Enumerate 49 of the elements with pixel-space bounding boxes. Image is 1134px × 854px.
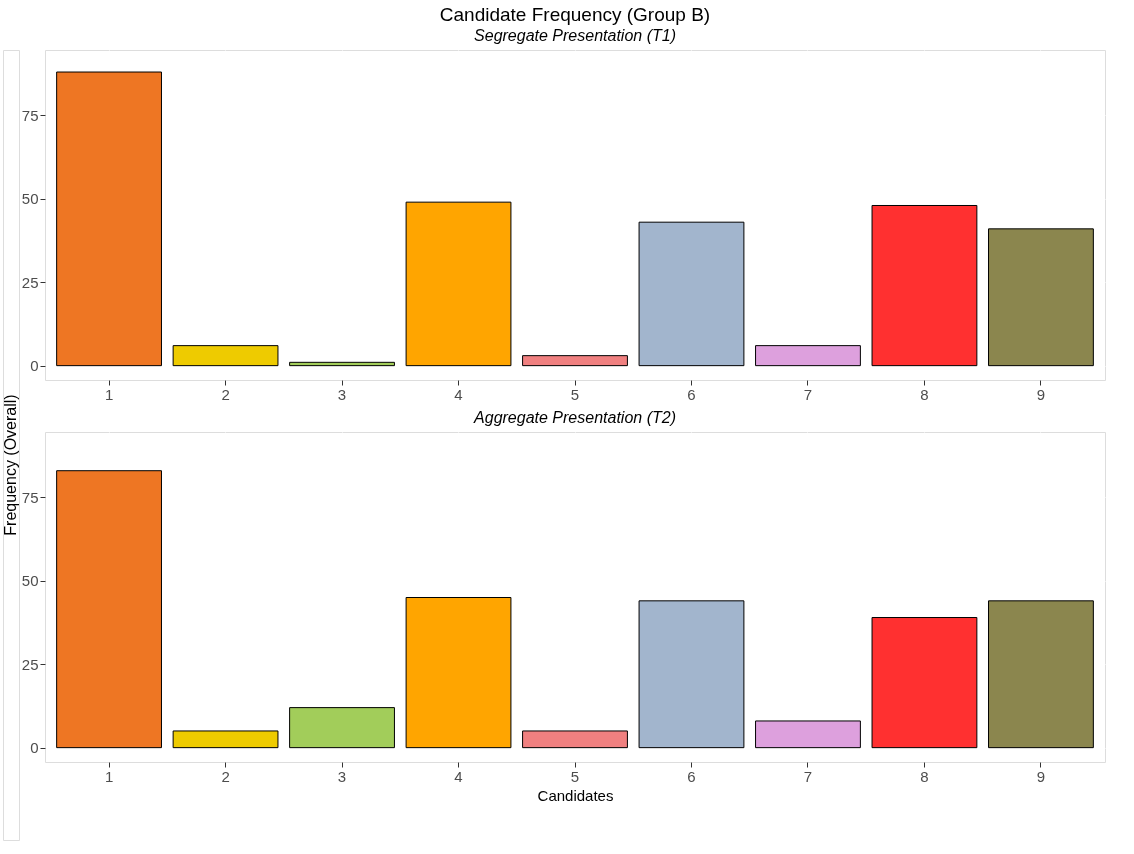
- x-tick-label: 3: [337, 767, 347, 785]
- y-tick-label: 50: [21, 190, 39, 208]
- chart-title: Aggregate Presentation (T2): [473, 409, 676, 426]
- y-tick-label: 25: [21, 273, 39, 291]
- bar: [172, 730, 279, 749]
- x-tick-label: 8: [920, 767, 929, 785]
- x-tick-label: 5: [570, 767, 580, 785]
- y-tick-label: 0: [30, 739, 39, 757]
- x-tick-label: 8: [920, 385, 929, 403]
- bar: [638, 221, 745, 367]
- bar: [755, 345, 861, 367]
- bar: [638, 600, 745, 749]
- y-tick-label: 75: [21, 488, 39, 506]
- x-tick-label: 9: [1036, 385, 1046, 403]
- x-tick-label: 1: [104, 385, 114, 403]
- x-tick-label: 5: [570, 385, 580, 403]
- bar: [172, 345, 279, 367]
- x-tick-label: 2: [221, 385, 230, 403]
- x-tick-label: 4: [454, 385, 463, 403]
- x-tick-label: 6: [687, 767, 696, 785]
- bar: [289, 361, 395, 367]
- x-tick-label: 7: [803, 385, 813, 403]
- bar: [871, 204, 978, 367]
- bar: [405, 597, 512, 749]
- y-axis-title: Frequency (Overall): [2, 394, 19, 536]
- x-tick-label: 7: [803, 767, 813, 785]
- bar: [988, 228, 1094, 367]
- chart-title: Candidate Frequency (Group B): [439, 4, 711, 25]
- x-tick-label: 2: [221, 767, 230, 785]
- bar: [56, 470, 162, 749]
- bar: [522, 730, 628, 749]
- x-tick-label: 4: [454, 767, 463, 785]
- y-tick-label: 50: [21, 572, 39, 590]
- bar: [289, 707, 395, 749]
- bar: [405, 201, 512, 367]
- y-tick-label: 0: [30, 357, 39, 375]
- x-axis-title: Candidates: [537, 786, 614, 804]
- y-tick-label: 75: [21, 106, 39, 124]
- y-tick-label: 25: [21, 655, 39, 673]
- chart-subtitle: Segregate Presentation (T1): [474, 27, 676, 44]
- x-tick-label: 3: [337, 385, 347, 403]
- x-tick-label: 6: [687, 385, 696, 403]
- x-tick-label: 9: [1036, 767, 1046, 785]
- bar: [56, 71, 162, 367]
- x-tick-label: 1: [104, 767, 114, 785]
- bar: [871, 617, 978, 749]
- bar: [755, 720, 861, 749]
- bar: [522, 355, 628, 367]
- bar: [988, 600, 1094, 749]
